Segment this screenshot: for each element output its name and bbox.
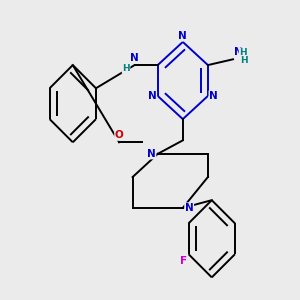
Text: N: N [130, 53, 139, 63]
Text: N: N [148, 91, 157, 101]
Text: N: N [185, 203, 194, 213]
Text: N: N [234, 47, 242, 57]
Text: N: N [178, 31, 187, 41]
Text: O: O [115, 130, 124, 140]
Text: H: H [122, 64, 130, 74]
Text: N: N [147, 149, 156, 159]
Text: F: F [179, 256, 187, 266]
Text: H: H [239, 48, 247, 57]
Text: N: N [209, 91, 218, 101]
Text: H: H [240, 56, 247, 64]
